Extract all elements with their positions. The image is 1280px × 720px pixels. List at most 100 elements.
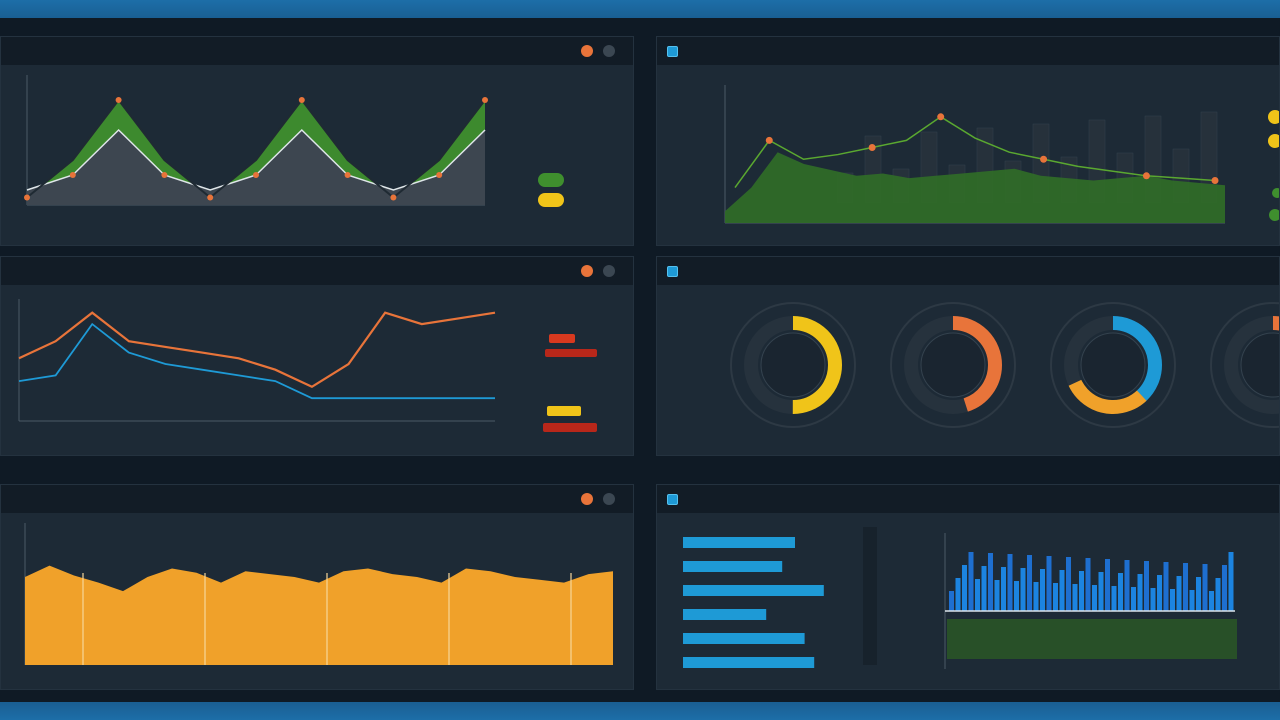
scroll-track <box>863 527 877 665</box>
data-point <box>937 113 945 121</box>
histogram-bar <box>955 578 961 611</box>
histogram-bar <box>1001 567 1006 611</box>
histogram-bar <box>1137 574 1143 611</box>
histogram-bar <box>1163 562 1169 611</box>
histogram-bar <box>1202 564 1208 611</box>
histogram-bar <box>1118 573 1123 611</box>
histogram-bar <box>962 565 967 611</box>
panel-header <box>657 257 1279 285</box>
data-point <box>115 97 122 103</box>
legend-dot-yellow <box>1268 110 1279 124</box>
panel-header <box>1 257 633 285</box>
data-point <box>298 97 305 103</box>
histogram-bar <box>994 580 1000 611</box>
horizontal-bar <box>683 585 824 596</box>
histogram-bar <box>1157 575 1162 611</box>
window-minimize-dot[interactable] <box>603 493 615 505</box>
data-point <box>253 172 259 178</box>
amber-area-chart <box>24 523 613 665</box>
gauge-center <box>760 332 826 398</box>
gauge-group <box>730 302 1279 428</box>
green-area-series <box>725 152 1225 223</box>
histogram-bar <box>1170 589 1175 611</box>
gauge-arc <box>1224 316 1279 414</box>
gauge-arc <box>1064 316 1162 414</box>
panel-header <box>657 37 1279 65</box>
bar-chart-icon <box>667 493 678 505</box>
window-close-dot[interactable] <box>581 45 593 57</box>
histogram-bar <box>1092 585 1097 611</box>
histogram-bar <box>1033 582 1039 611</box>
legend-dot-green <box>1269 209 1279 221</box>
horizontal-bar <box>683 633 805 644</box>
histogram-bar <box>1105 559 1110 611</box>
panel-top-right <box>656 36 1280 246</box>
histogram-bar <box>1027 555 1032 611</box>
histogram-bar <box>1176 576 1182 611</box>
histogram-bar <box>1053 583 1058 611</box>
bottom-bar <box>0 702 1280 720</box>
panel-middle-left <box>0 256 634 456</box>
histogram-bar <box>1215 578 1221 611</box>
window-minimize-dot[interactable] <box>603 265 615 277</box>
amber-area-series <box>25 565 613 665</box>
data-point <box>436 172 443 178</box>
horizontal-bar <box>683 537 795 548</box>
line-chart <box>18 299 597 432</box>
area-chart <box>24 75 564 207</box>
data-point <box>161 172 168 178</box>
legend-swatch-red <box>545 349 597 357</box>
gauge-outer-ring <box>730 302 856 428</box>
gauge-outer-ring <box>1050 302 1176 428</box>
legend-swatch-red <box>549 334 575 343</box>
panel-middle-right <box>656 256 1280 456</box>
data-point <box>207 194 214 201</box>
horizontal-bar <box>683 657 815 668</box>
histogram-bar <box>1059 570 1065 611</box>
histogram-bar <box>949 591 954 611</box>
histogram-bar <box>1222 565 1227 611</box>
panel-header <box>657 485 1279 513</box>
top-bar <box>0 0 1280 18</box>
histogram-bar <box>1150 588 1156 611</box>
histogram-bar <box>988 553 993 611</box>
legend-dot-yellow <box>1268 134 1279 148</box>
gauge-center <box>1080 332 1146 398</box>
blue-line-series <box>18 322 495 400</box>
histogram-bar <box>1014 581 1019 611</box>
panel-header <box>1 485 633 513</box>
green-band <box>947 619 1237 659</box>
orange-line-series <box>18 311 496 389</box>
window-minimize-dot[interactable] <box>603 45 615 57</box>
legend-dot-green <box>1272 188 1279 198</box>
data-point <box>390 194 397 201</box>
histogram-bar <box>1072 584 1078 611</box>
legend-swatch-green <box>538 173 564 187</box>
histogram-bar <box>1144 561 1149 611</box>
horizontal-bar <box>683 561 783 572</box>
grey-area-series <box>27 130 485 205</box>
legend-swatch-yellow <box>547 406 581 416</box>
gauge-arc <box>744 316 842 414</box>
histogram-bar <box>981 566 987 611</box>
histogram-bar <box>1066 557 1071 611</box>
data-point <box>868 143 876 151</box>
data-point <box>1211 177 1219 185</box>
panel-top-left <box>0 36 634 246</box>
window-close-dot[interactable] <box>581 493 593 505</box>
gauge-outer-ring <box>890 302 1016 428</box>
gauge-outer-ring <box>1210 302 1279 428</box>
data-point <box>1040 155 1048 163</box>
data-point <box>482 97 488 103</box>
histogram-bar <box>1124 560 1130 611</box>
window-close-dot[interactable] <box>581 265 593 277</box>
histogram-bar <box>1046 556 1052 611</box>
histogram-bar <box>1040 569 1045 611</box>
horizontal-bar <box>683 609 767 620</box>
data-point <box>24 194 30 201</box>
data-point <box>1142 172 1150 180</box>
histogram-bar <box>1131 587 1136 611</box>
legend-swatch-yellow <box>538 193 564 207</box>
panel-header <box>1 37 633 65</box>
data-point <box>344 172 351 178</box>
